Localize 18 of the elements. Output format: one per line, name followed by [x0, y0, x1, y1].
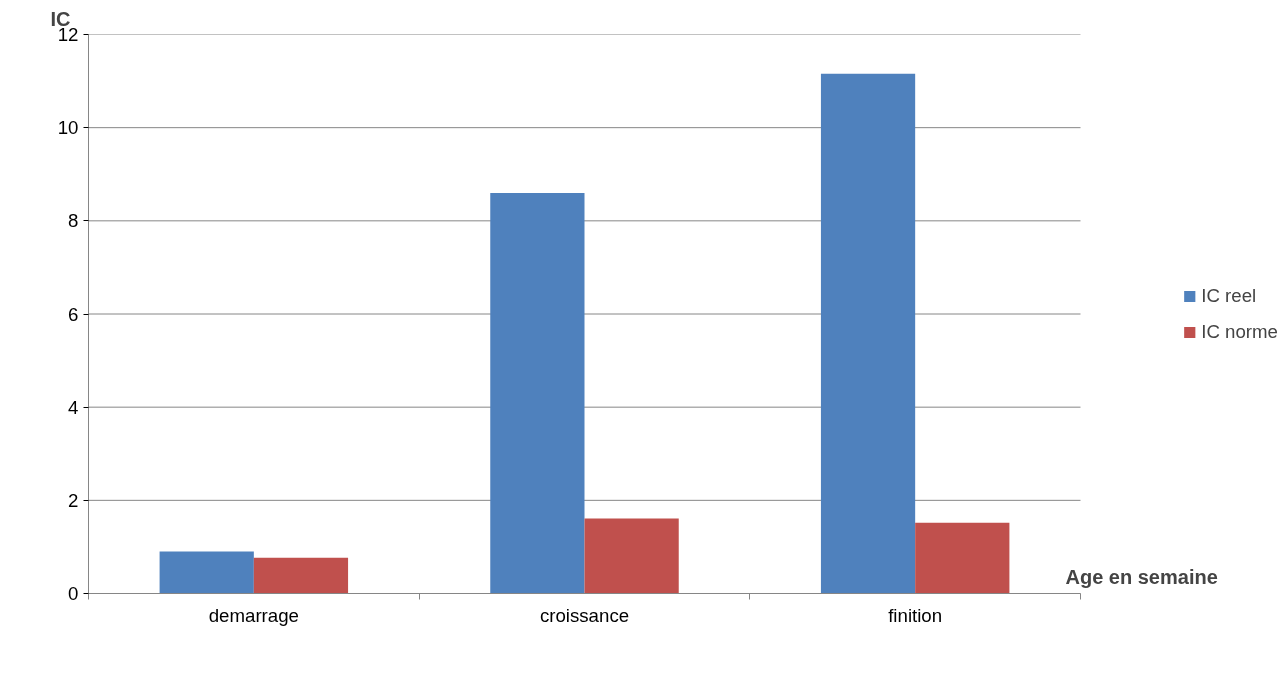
bar: [490, 192, 585, 594]
bar: [584, 518, 679, 594]
x-axis-title: Age en semaine: [1065, 565, 1218, 588]
bar: [159, 551, 254, 594]
x-tick-label: croissance: [539, 604, 630, 626]
y-tick-label: 6: [68, 303, 79, 325]
legend-label: IC norme: [1201, 320, 1278, 343]
y-tick-label: 8: [68, 210, 79, 232]
x-tick-label: demarrage: [208, 604, 299, 626]
bar: [820, 73, 916, 594]
y-tick-label: 4: [68, 396, 79, 418]
bar: [253, 557, 349, 594]
x-tick-label: finition: [888, 604, 943, 626]
legend-label: IC reel: [1201, 284, 1257, 307]
y-tick-label: 10: [57, 117, 79, 139]
bar: [915, 522, 1010, 594]
y-tick-label: 0: [68, 583, 79, 604]
y-tick-label: 2: [68, 489, 79, 511]
